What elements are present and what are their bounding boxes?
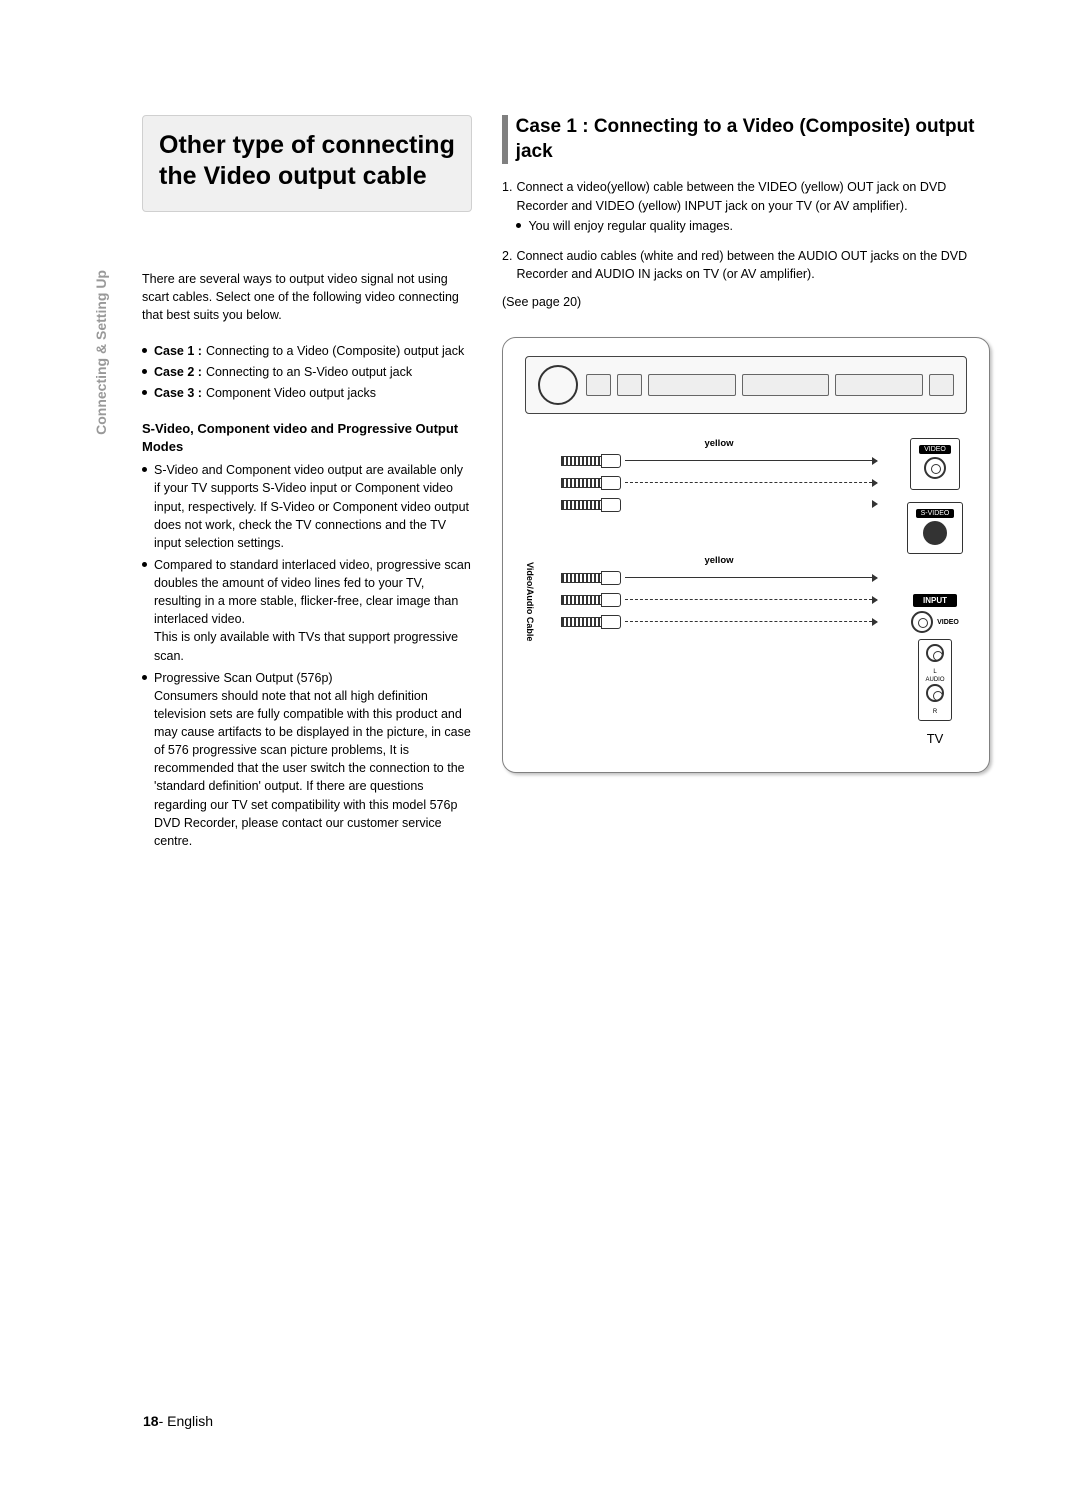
page-lang: - English [159, 1413, 213, 1429]
title-box: Other type of connecting the Video outpu… [142, 115, 472, 212]
rca-plug-icon [561, 475, 625, 489]
cable-group-tv: yellow [561, 555, 877, 628]
cable-row [561, 570, 877, 584]
input-label: INPUT [913, 594, 957, 607]
jack-label: S-VIDEO [916, 509, 955, 518]
step-number: 1. [502, 178, 512, 234]
page-number: 18- English [143, 1413, 213, 1429]
tv-label: TV [927, 731, 944, 746]
body-list: S-Video and Component video output are a… [142, 461, 472, 850]
body-text: Progressive Scan Output (576p) Consumers… [154, 669, 472, 850]
svideo-jack-icon [923, 521, 947, 545]
rca-plug-icon [561, 592, 625, 606]
case-label: Case 2 : [154, 365, 202, 379]
dvd-recorder-back-icon [525, 356, 967, 414]
rca-plug-icon [561, 497, 625, 511]
list-item: Compared to standard interlaced video, p… [142, 556, 472, 665]
yellow-label: yellow [561, 438, 877, 449]
step-number: 2. [502, 247, 512, 283]
audio-jacks-box: L AUDIO R [918, 639, 951, 721]
list-item: Progressive Scan Output (576p) Consumers… [142, 669, 472, 850]
rca-jack-icon [911, 611, 933, 633]
video-jack-label: VIDEO [937, 619, 959, 626]
bullet-icon [142, 348, 147, 353]
list-item: S-Video and Component video output are a… [142, 461, 472, 552]
step-text: Connect audio cables (white and red) bet… [516, 247, 990, 283]
section-bar-icon [502, 115, 508, 164]
arrow-line-icon [625, 621, 877, 622]
case-label: Case 3 : [154, 386, 202, 400]
case-text: Connecting to a Video (Composite) output… [206, 344, 464, 358]
jack-label: VIDEO [919, 445, 951, 454]
rca-jack-icon [926, 684, 944, 702]
sub-heading: S-Video, Component video and Progressive… [142, 420, 472, 455]
cable-row [561, 475, 877, 489]
list-item: 2. Connect audio cables (white and red) … [502, 247, 990, 283]
body-text: Compared to standard interlaced video, p… [154, 556, 472, 665]
cable-row [561, 614, 877, 628]
rca-plug-icon [561, 453, 625, 467]
inner-bullet-item: You will enjoy regular quality images. [516, 217, 990, 235]
step-text: Connect a video(yellow) cable between th… [516, 180, 946, 212]
fan-icon [538, 365, 578, 405]
case-text: Component Video output jacks [206, 386, 376, 400]
cable-row [561, 592, 877, 606]
case-text: Connecting to an S-Video output jack [206, 365, 412, 379]
bullet-icon [142, 467, 147, 472]
bullet-icon [142, 562, 147, 567]
section-heading: Case 1 : Connecting to a Video (Composit… [516, 115, 990, 164]
arrow-line-icon [625, 577, 877, 578]
cable-group-dvd: yellow [561, 438, 877, 511]
case-label: Case 1 : [154, 344, 202, 358]
jacks-column: VIDEO S-VIDEO INPUT VIDEO [903, 438, 967, 746]
see-page: (See page 20) [502, 295, 990, 309]
rca-plug-icon [561, 614, 625, 628]
rca-jack-icon [926, 644, 944, 662]
right-column: Case 1 : Connecting to a Video (Composit… [502, 115, 990, 854]
case-item: Case 2 : Connecting to an S-Video output … [142, 363, 472, 381]
arrow-line-icon [625, 482, 877, 483]
video-jack-box: VIDEO [910, 438, 960, 490]
case-item: Case 1 : Connecting to a Video (Composite… [142, 342, 472, 360]
main-title: Other type of connecting the Video outpu… [159, 130, 455, 193]
arrow-line-icon [625, 599, 877, 600]
case-item: Case 3 : Component Video output jacks [142, 384, 472, 402]
yellow-label: yellow [561, 555, 877, 566]
cable-row [561, 453, 877, 467]
left-column: Other type of connecting the Video outpu… [142, 115, 472, 854]
step-sub-text: You will enjoy regular quality images. [528, 217, 733, 235]
case-list: Case 1 : Connecting to a Video (Composite… [142, 342, 472, 402]
rca-jack-icon [924, 457, 946, 479]
r-label: R [933, 709, 937, 715]
arrow-line-icon [625, 460, 877, 461]
bullet-icon [142, 675, 147, 680]
cable-row [561, 497, 877, 511]
list-item: 1. Connect a video(yellow) cable between… [502, 178, 990, 234]
bullet-icon [142, 369, 147, 374]
h2-wrap: Case 1 : Connecting to a Video (Composit… [502, 115, 990, 164]
audio-label: AUDIO [925, 677, 944, 683]
svideo-jack-box: S-VIDEO [907, 502, 964, 554]
bullet-icon [516, 223, 521, 228]
bullet-icon [142, 390, 147, 395]
body-text: S-Video and Component video output are a… [154, 461, 472, 552]
page-number-value: 18 [143, 1413, 159, 1429]
intro-text: There are several ways to output video s… [142, 270, 472, 324]
rca-plug-icon [561, 570, 625, 584]
numbered-list: 1. Connect a video(yellow) cable between… [502, 178, 990, 283]
cable-side-label: Video/Audio Cable [525, 542, 535, 641]
l-label: L [933, 669, 936, 675]
connection-diagram: Video/Audio Cable yellow [502, 337, 990, 773]
